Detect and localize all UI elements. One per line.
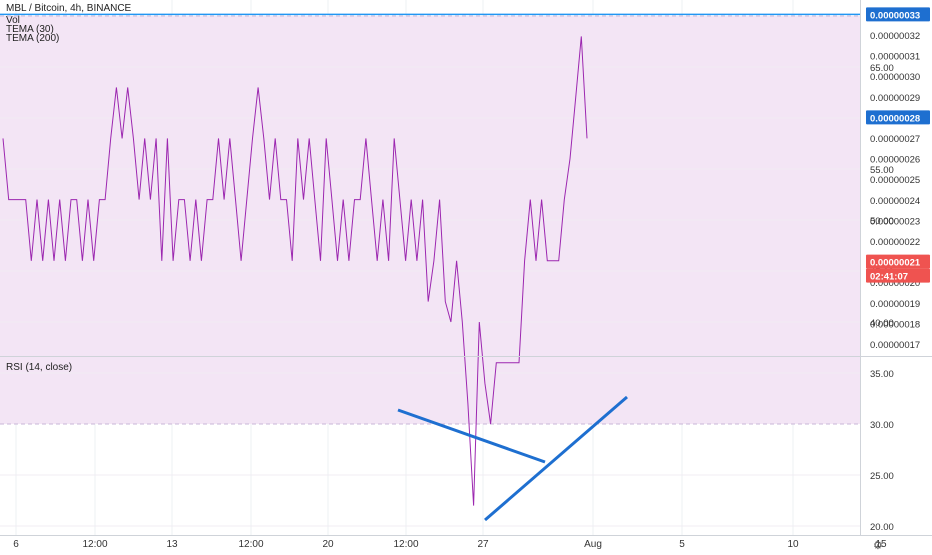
level-tag-mid-bg (866, 110, 930, 125)
current-price-tag-bg (866, 254, 930, 269)
price-tick-label: 0.00000025 (870, 175, 920, 186)
rsi-tick-label: 65.00 (870, 63, 894, 74)
price-tick-label: 0.00000026 (870, 155, 920, 166)
time-tick-label: 5 (679, 539, 685, 550)
rsi-tick-label: 50.00 (870, 216, 894, 227)
rsi-tick-label: 55.00 (870, 165, 894, 176)
legend-volume: Vol (6, 15, 20, 26)
rsi-tick-label: 25.00 (870, 471, 894, 482)
price-tick-label: 0.00000032 (870, 31, 920, 42)
level-tag-high-text: 0.00000033 (870, 10, 920, 21)
rsi-up-trend-line (484, 395, 628, 522)
time-tick-label: 15 (875, 539, 887, 550)
time-tick-label: 12:00 (393, 539, 418, 550)
gear-icon[interactable]: ⚙ (873, 540, 883, 552)
price-tick-label: 0.00000022 (870, 237, 920, 248)
level-tag-mid: 0.00000028 (866, 110, 930, 125)
countdown-tag: 02:41:07 (866, 268, 930, 283)
price-tick-label: 0.00000031 (870, 52, 920, 63)
price-tick-label: 0.00000020 (870, 278, 920, 289)
rsi-tick-label: 30.00 (870, 420, 894, 431)
current-price-tag-text: 0.00000021 (870, 258, 921, 269)
rsi-down-trend-line (397, 408, 546, 464)
time-tick-label: 12:00 (82, 539, 107, 550)
rsi-line (2, 36, 588, 506)
level-tag-high: 0.00000033 (866, 7, 930, 22)
rsi-tick-label: 20.00 (870, 522, 894, 533)
symbol-title: MBL / Bitcoin, 4h, BINANCE (6, 3, 132, 14)
time-tick-label: 12:00 (238, 539, 263, 550)
time-tick-label: 13 (166, 539, 178, 550)
legend-tema30: TEMA (30) (6, 24, 54, 35)
rsi-pane (0, 15, 860, 535)
countdown-tag-text: 02:41:07 (870, 272, 908, 283)
price-tick-label: 0.00000027 (870, 134, 920, 145)
current-price-tag: 0.00000021 (866, 254, 930, 269)
rsi-tick-label: 35.00 (870, 369, 894, 380)
price-tick-label: 0.00000017 (870, 340, 920, 351)
rsi-tick-label: 40.00 (870, 318, 894, 329)
time-tick-label: 10 (787, 539, 799, 550)
time-tick-label: Aug (584, 539, 602, 550)
price-tick-label: 0.00000019 (870, 299, 920, 310)
price-tick-label: 0.00000030 (870, 72, 920, 83)
time-tick-label: 20 (322, 539, 334, 550)
price-tick-label: 0.00000024 (870, 196, 920, 207)
price-tick-label: 0.00000029 (870, 93, 920, 104)
rsi-label: RSI (14, close) (6, 362, 73, 373)
legend-tema200: TEMA (200) (6, 33, 60, 44)
time-tick-label: 27 (477, 539, 489, 550)
level-tag-mid-text: 0.00000028 (870, 113, 920, 124)
price-tick-label: 0.00000018 (870, 319, 920, 330)
countdown-tag-bg (866, 268, 930, 283)
time-tick-label: 6 (13, 539, 19, 550)
level-tag-high-bg (866, 7, 930, 22)
price-tick-label: 0.00000023 (870, 216, 920, 227)
